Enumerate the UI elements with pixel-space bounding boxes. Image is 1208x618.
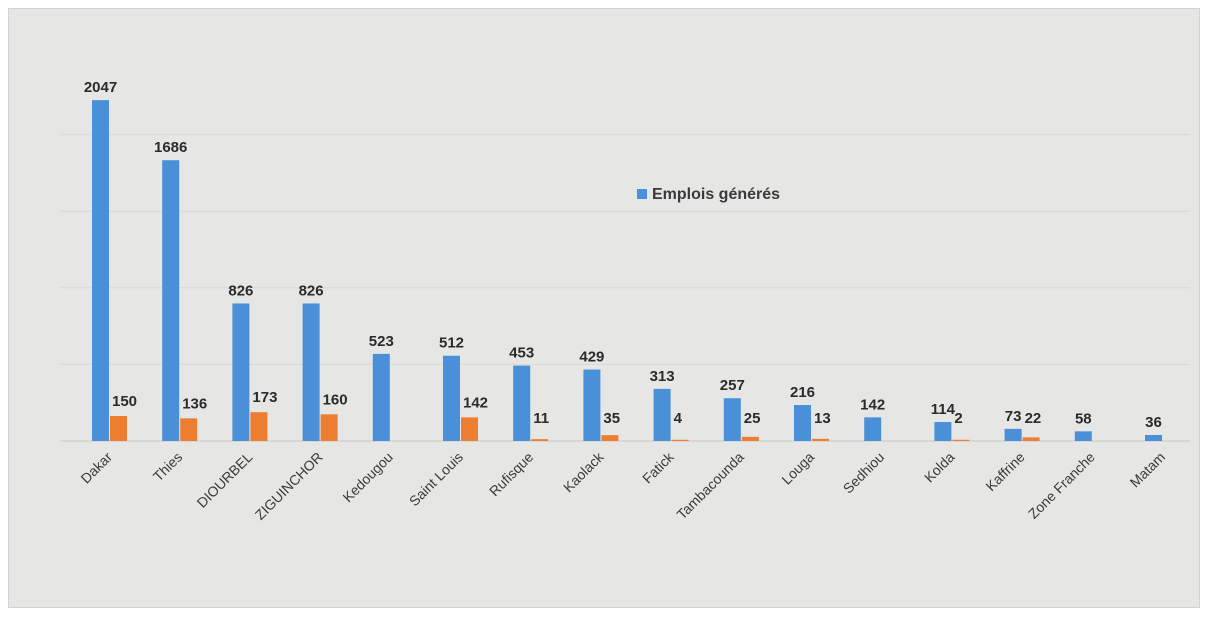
data-label-series-2: 25 [744, 410, 761, 427]
bar-emplois [232, 303, 249, 441]
data-label-series-2: 2 [954, 410, 962, 427]
bar-emplois [1145, 435, 1162, 441]
category-label: Dakar [77, 449, 115, 487]
bar-series-2 [742, 437, 759, 441]
legend: Emplois générés [637, 186, 780, 203]
data-label-series-2: 35 [603, 410, 620, 427]
data-label-emplois: 2047 [84, 79, 117, 96]
data-label-series-2: 11 [533, 410, 549, 427]
bar-series-2 [672, 440, 689, 441]
data-label-emplois: 313 [650, 368, 675, 385]
data-label-series-2: 136 [182, 395, 207, 412]
bar-series-2 [250, 412, 267, 441]
bar-series-2 [180, 418, 197, 441]
bar-emplois [162, 160, 179, 441]
data-label-emplois: 257 [720, 377, 745, 394]
category-label: Sedhiou [840, 449, 888, 497]
data-label-emplois: 826 [228, 282, 253, 299]
data-label-emplois: 826 [299, 282, 324, 299]
bar-series-2 [812, 439, 829, 441]
category-label: Rufisque [486, 449, 537, 500]
bar-emplois [583, 370, 600, 441]
bar-emplois [724, 398, 741, 441]
bar-series-2 [110, 416, 127, 441]
category-label: Fatick [639, 448, 677, 486]
data-label-emplois: 36 [1145, 414, 1162, 431]
data-label-emplois: 453 [509, 345, 534, 362]
bar-emplois [654, 389, 671, 441]
data-label-series-2: 142 [463, 394, 488, 411]
data-label-series-2: 173 [252, 389, 277, 406]
category-label: Kaolack [560, 448, 607, 495]
category-label: Kolda [921, 449, 958, 486]
bar-series-2 [601, 435, 618, 441]
data-label-series-2: 22 [1025, 410, 1042, 427]
category-label: Kaffrine [982, 449, 1027, 494]
bar-series-2 [321, 414, 338, 441]
data-label-emplois: 58 [1075, 410, 1092, 427]
data-label-emplois: 73 [1005, 408, 1022, 425]
data-label-emplois: 216 [790, 384, 815, 401]
category-label: DIOURBEL [194, 449, 256, 511]
bar-series-2 [952, 440, 969, 441]
data-label-emplois: 512 [439, 335, 464, 352]
category-label: Tambacounda [673, 449, 747, 523]
bar-emplois [92, 100, 109, 441]
data-label-emplois: 523 [369, 333, 394, 350]
legend-swatch [637, 189, 647, 199]
bar-series-2 [1023, 437, 1040, 441]
bar-emplois [864, 417, 881, 441]
category-label: Saint Louis [406, 449, 466, 509]
bar-emplois [934, 422, 951, 441]
category-label: ZIGUINCHOR [252, 449, 326, 523]
bar-series-2 [461, 417, 478, 441]
bar-emplois [1075, 431, 1092, 441]
bar-series-2 [531, 439, 548, 441]
data-label-series-2: 13 [814, 410, 831, 427]
category-label: Louga [778, 449, 817, 488]
category-label: Matam [1127, 449, 1169, 491]
data-label-series-2: 4 [674, 410, 683, 427]
bar-emplois [303, 303, 320, 441]
bar-emplois [373, 354, 390, 441]
bar-emplois [443, 356, 460, 441]
category-label: Kedougou [339, 449, 395, 505]
data-label-series-2: 160 [323, 391, 348, 408]
category-label: Zone Franche [1025, 449, 1098, 522]
bar-emplois [794, 405, 811, 441]
data-label-series-2: 150 [112, 393, 137, 410]
category-label: Thies [150, 449, 186, 485]
legend-label: Emplois générés [652, 186, 780, 203]
data-label-emplois: 114 [931, 401, 956, 418]
data-label-emplois: 142 [860, 396, 885, 413]
bar-emplois [1005, 429, 1022, 441]
bar-emplois [513, 366, 530, 441]
data-label-emplois: 429 [579, 349, 604, 366]
data-label-emplois: 1686 [154, 139, 187, 156]
